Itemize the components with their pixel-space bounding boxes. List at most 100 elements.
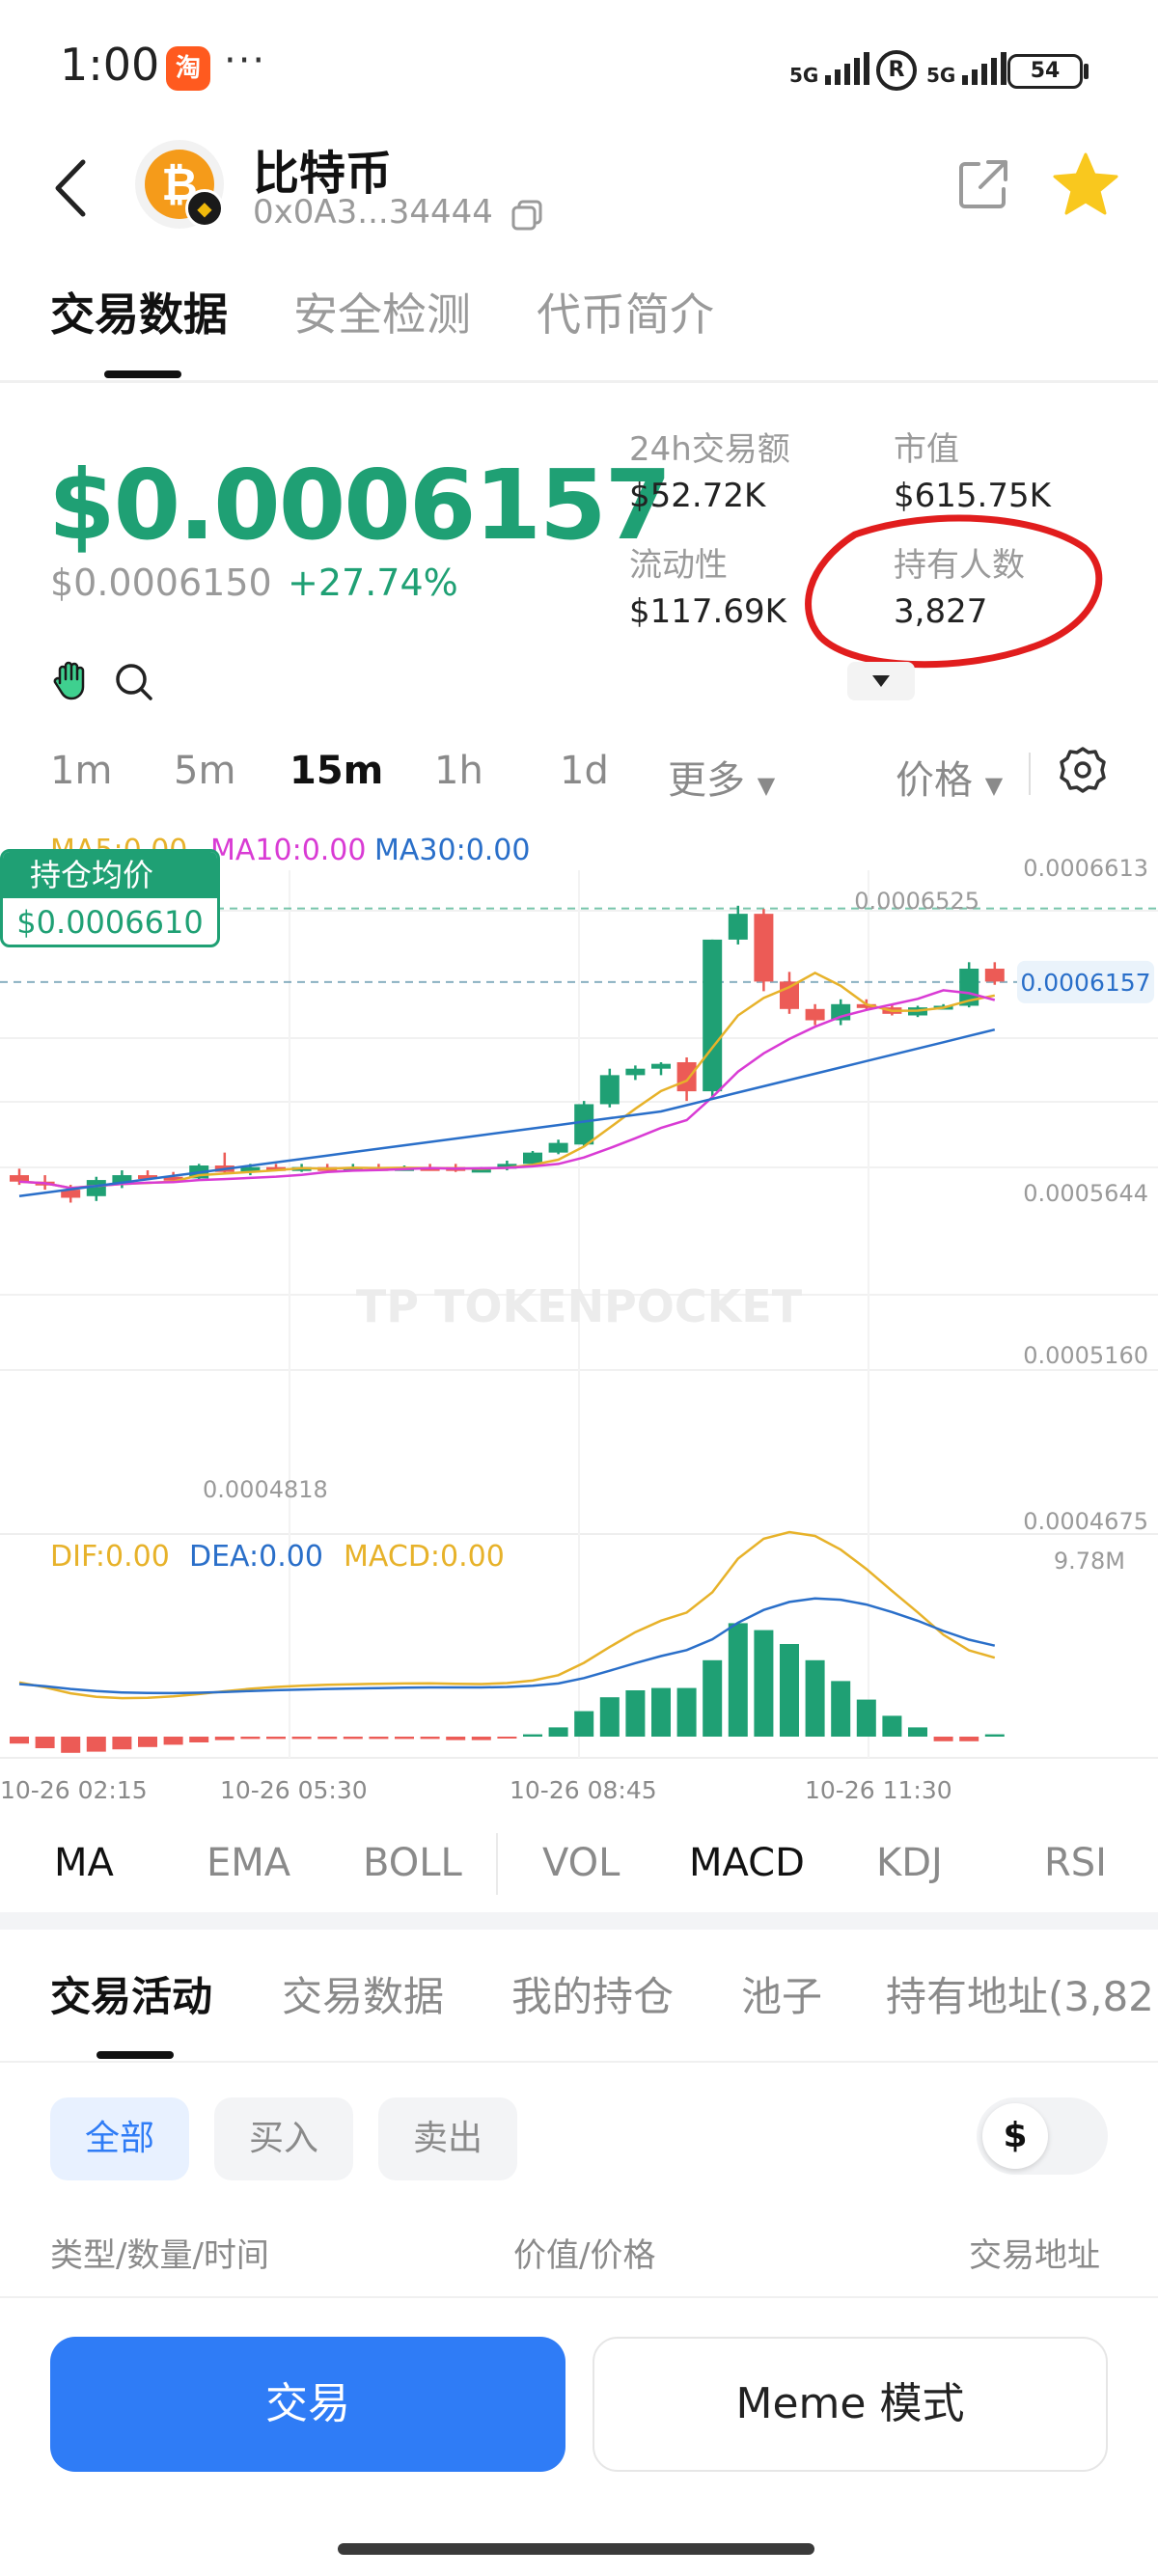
price-mode-dropdown[interactable]: 价格 ▼ — [896, 749, 1003, 805]
y-tick-label: 0.0004675 — [1023, 1508, 1148, 1535]
x-tick-label: 10-26 05:30 — [220, 1776, 368, 1804]
macd-bar — [10, 1737, 29, 1744]
x-tick-label: 10-26 11:30 — [805, 1776, 952, 1804]
search-icon[interactable] — [114, 662, 154, 702]
price-change: +27.74% — [288, 562, 458, 604]
candles — [10, 905, 1005, 1203]
macd-bar — [395, 1737, 414, 1740]
macd-bar — [984, 1734, 1005, 1737]
macd-bar — [856, 1699, 876, 1737]
copy-icon[interactable] — [510, 198, 544, 233]
avg-position-value: $0.0006610 — [16, 904, 204, 941]
status-time: 1:00 — [60, 39, 160, 91]
interval-5m[interactable]: 5m — [174, 749, 236, 793]
macd-bar — [317, 1737, 338, 1740]
token-address[interactable]: 0x0A3...34444 — [253, 193, 493, 232]
expand-stats-button[interactable] — [847, 662, 915, 700]
divider — [0, 2061, 1158, 2063]
active-tab-indicator — [104, 370, 181, 378]
interval-more-label: 更多 — [668, 758, 745, 803]
filter-sell[interactable]: 卖出 — [378, 2097, 517, 2180]
candle-body — [651, 1063, 671, 1069]
candle-body — [625, 1068, 646, 1076]
indicator-ma[interactable]: MA — [54, 1841, 114, 1885]
macd-bar — [754, 1630, 774, 1737]
interval-1m[interactable]: 1m — [50, 749, 113, 793]
candle-body — [574, 1104, 594, 1145]
filter-buy[interactable]: 买入 — [214, 2097, 353, 2180]
low-marker-label: 0.0004818 — [203, 1476, 328, 1503]
tab-trade-activity[interactable]: 交易活动 — [50, 1973, 213, 2020]
ma10-line — [18, 989, 996, 1190]
ma30-line — [18, 1028, 996, 1198]
tab-pools[interactable]: 池子 — [741, 1973, 823, 2020]
red-circle-annotation — [805, 514, 1103, 669]
macd-bar — [86, 1737, 106, 1752]
indicator-rsi[interactable]: RSI — [1044, 1841, 1107, 1885]
x-tick-label: 10-26 08:45 — [510, 1776, 657, 1804]
indicator-ema[interactable]: EMA — [207, 1841, 291, 1885]
indicator-vol[interactable]: VOL — [542, 1841, 620, 1885]
candle-body — [138, 1175, 157, 1180]
interval-more-dropdown[interactable]: 更多 ▼ — [668, 749, 775, 805]
macd-bar — [574, 1711, 594, 1737]
tab-token-intro[interactable]: 代币简介 — [537, 288, 714, 341]
active-tab-indicator — [96, 2051, 174, 2059]
interval-1h[interactable]: 1h — [434, 749, 483, 793]
tab-security-check[interactable]: 安全检测 — [293, 288, 471, 341]
interval-15m[interactable]: 15m — [290, 749, 384, 793]
r-badge-icon: R — [876, 50, 917, 91]
battery-icon: 54 — [1007, 54, 1083, 89]
meme-mode-button[interactable]: Meme 模式 — [593, 2337, 1108, 2472]
price-chart[interactable]: TP TOKENPOCKET 0.0006613 0.0005644 0.00051… — [0, 830, 1158, 1814]
trade-button[interactable]: 交易 — [50, 2337, 565, 2472]
macd-bar — [266, 1737, 286, 1740]
bnb-chain-icon: ◆ — [185, 189, 224, 228]
dif-line — [18, 1530, 996, 1700]
favorite-star-icon[interactable] — [1052, 151, 1119, 218]
candle-body — [10, 1175, 29, 1182]
reference-price: $0.0006150 — [50, 562, 272, 604]
network-label-1: 5G — [789, 64, 819, 87]
holders-label: 持有人数 — [894, 546, 1025, 585]
y-tick-label: 0.0005644 — [1023, 1180, 1148, 1207]
candle-body — [523, 1152, 542, 1165]
share-icon[interactable] — [955, 156, 1011, 212]
candle-body — [163, 1176, 183, 1181]
macd-bar — [214, 1737, 234, 1740]
macd-bar — [523, 1734, 542, 1737]
dea-legend: DEA:0.00 — [189, 1540, 323, 1574]
candle-body — [676, 1062, 697, 1092]
price-mode-label: 价格 — [896, 758, 973, 803]
tab-trade-data[interactable]: 交易数据 — [282, 1973, 445, 2020]
macd-bar — [651, 1687, 671, 1737]
hand-wave-icon[interactable] — [50, 658, 95, 702]
macd-bar — [908, 1727, 927, 1737]
filter-all[interactable]: 全部 — [50, 2097, 189, 2180]
tab-holder-addresses[interactable]: 持有地址(3,82 — [886, 1973, 1154, 2020]
macd-bar — [805, 1659, 825, 1737]
current-price: $0.0006157 — [48, 449, 672, 562]
indicator-kdj[interactable]: KDJ — [876, 1841, 943, 1885]
macd-bar — [728, 1623, 748, 1737]
candle-body — [266, 1166, 286, 1171]
tab-trading-data[interactable]: 交易数据 — [50, 288, 228, 341]
network-label-2: 5G — [926, 64, 956, 87]
home-indicator — [338, 2543, 814, 2555]
chart-settings-gear-icon[interactable] — [1058, 745, 1108, 795]
candle-body — [599, 1075, 620, 1105]
y-tick-label: 0.0006613 — [1023, 855, 1148, 882]
candle-body — [703, 939, 723, 1092]
watermark: TP TOKENPOCKET — [356, 1280, 803, 1332]
macd-bar — [240, 1737, 261, 1740]
interval-1d[interactable]: 1d — [560, 749, 609, 793]
tab-my-holdings[interactable]: 我的持仓 — [511, 1973, 675, 2020]
indicator-boll[interactable]: BOLL — [363, 1841, 462, 1885]
indicator-macd[interactable]: MACD — [689, 1841, 805, 1885]
candle-body — [984, 969, 1005, 982]
liquidity-label: 流动性 — [629, 546, 728, 585]
more-notifications-icon: ··· — [224, 39, 267, 83]
macd-bar — [703, 1659, 723, 1737]
section-gap — [0, 1912, 1158, 1930]
back-button[interactable] — [48, 154, 96, 222]
